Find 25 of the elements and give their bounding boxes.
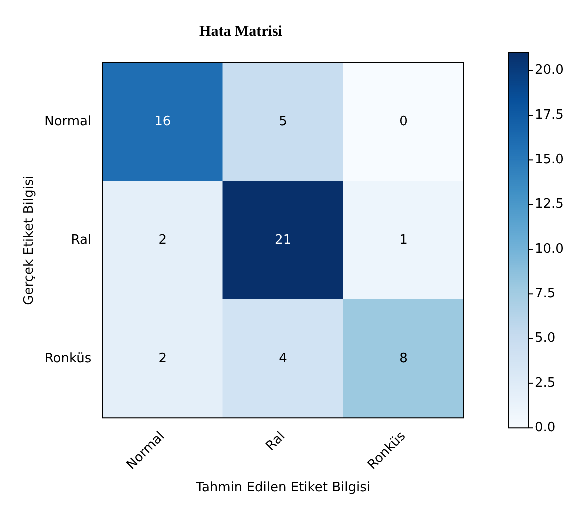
- data-label: 4: [279, 351, 288, 366]
- color-bar-label: 20.0: [535, 63, 564, 78]
- data-label: 1: [400, 232, 408, 248]
- color-bar-label: 5.0: [535, 331, 556, 346]
- data-label: 2: [158, 351, 168, 366]
- color-bar-label: 10.0: [535, 242, 564, 257]
- y-tick-label: Ronküs: [44, 351, 92, 366]
- data-label: 21: [275, 232, 292, 248]
- color-bar-label: 17.5: [535, 108, 564, 123]
- x-axis-title: Tahmin Edilen Etiket Bilgisi: [195, 480, 370, 496]
- y-axis-title: Gerçek Etiket Bilgisi: [22, 176, 38, 306]
- color-bar-label: 15.0: [535, 152, 564, 168]
- x-tick-label: Ral: [264, 429, 289, 454]
- data-label: 5: [279, 114, 288, 130]
- color-bar-label: 7.5: [535, 286, 556, 302]
- data-label: 8: [400, 351, 408, 366]
- y-tick-label: Ral: [71, 232, 92, 248]
- data-label: 0: [400, 114, 408, 130]
- color-bar-label: 12.5: [535, 197, 564, 212]
- data-label: 16: [154, 114, 172, 130]
- color-bar-label: 2.5: [535, 376, 556, 391]
- y-tick-label: Normal: [44, 114, 92, 130]
- data-label: 2: [158, 232, 168, 248]
- color-bar-label: 0.0: [535, 420, 556, 436]
- chart-title: Hata Matrisi: [200, 24, 282, 40]
